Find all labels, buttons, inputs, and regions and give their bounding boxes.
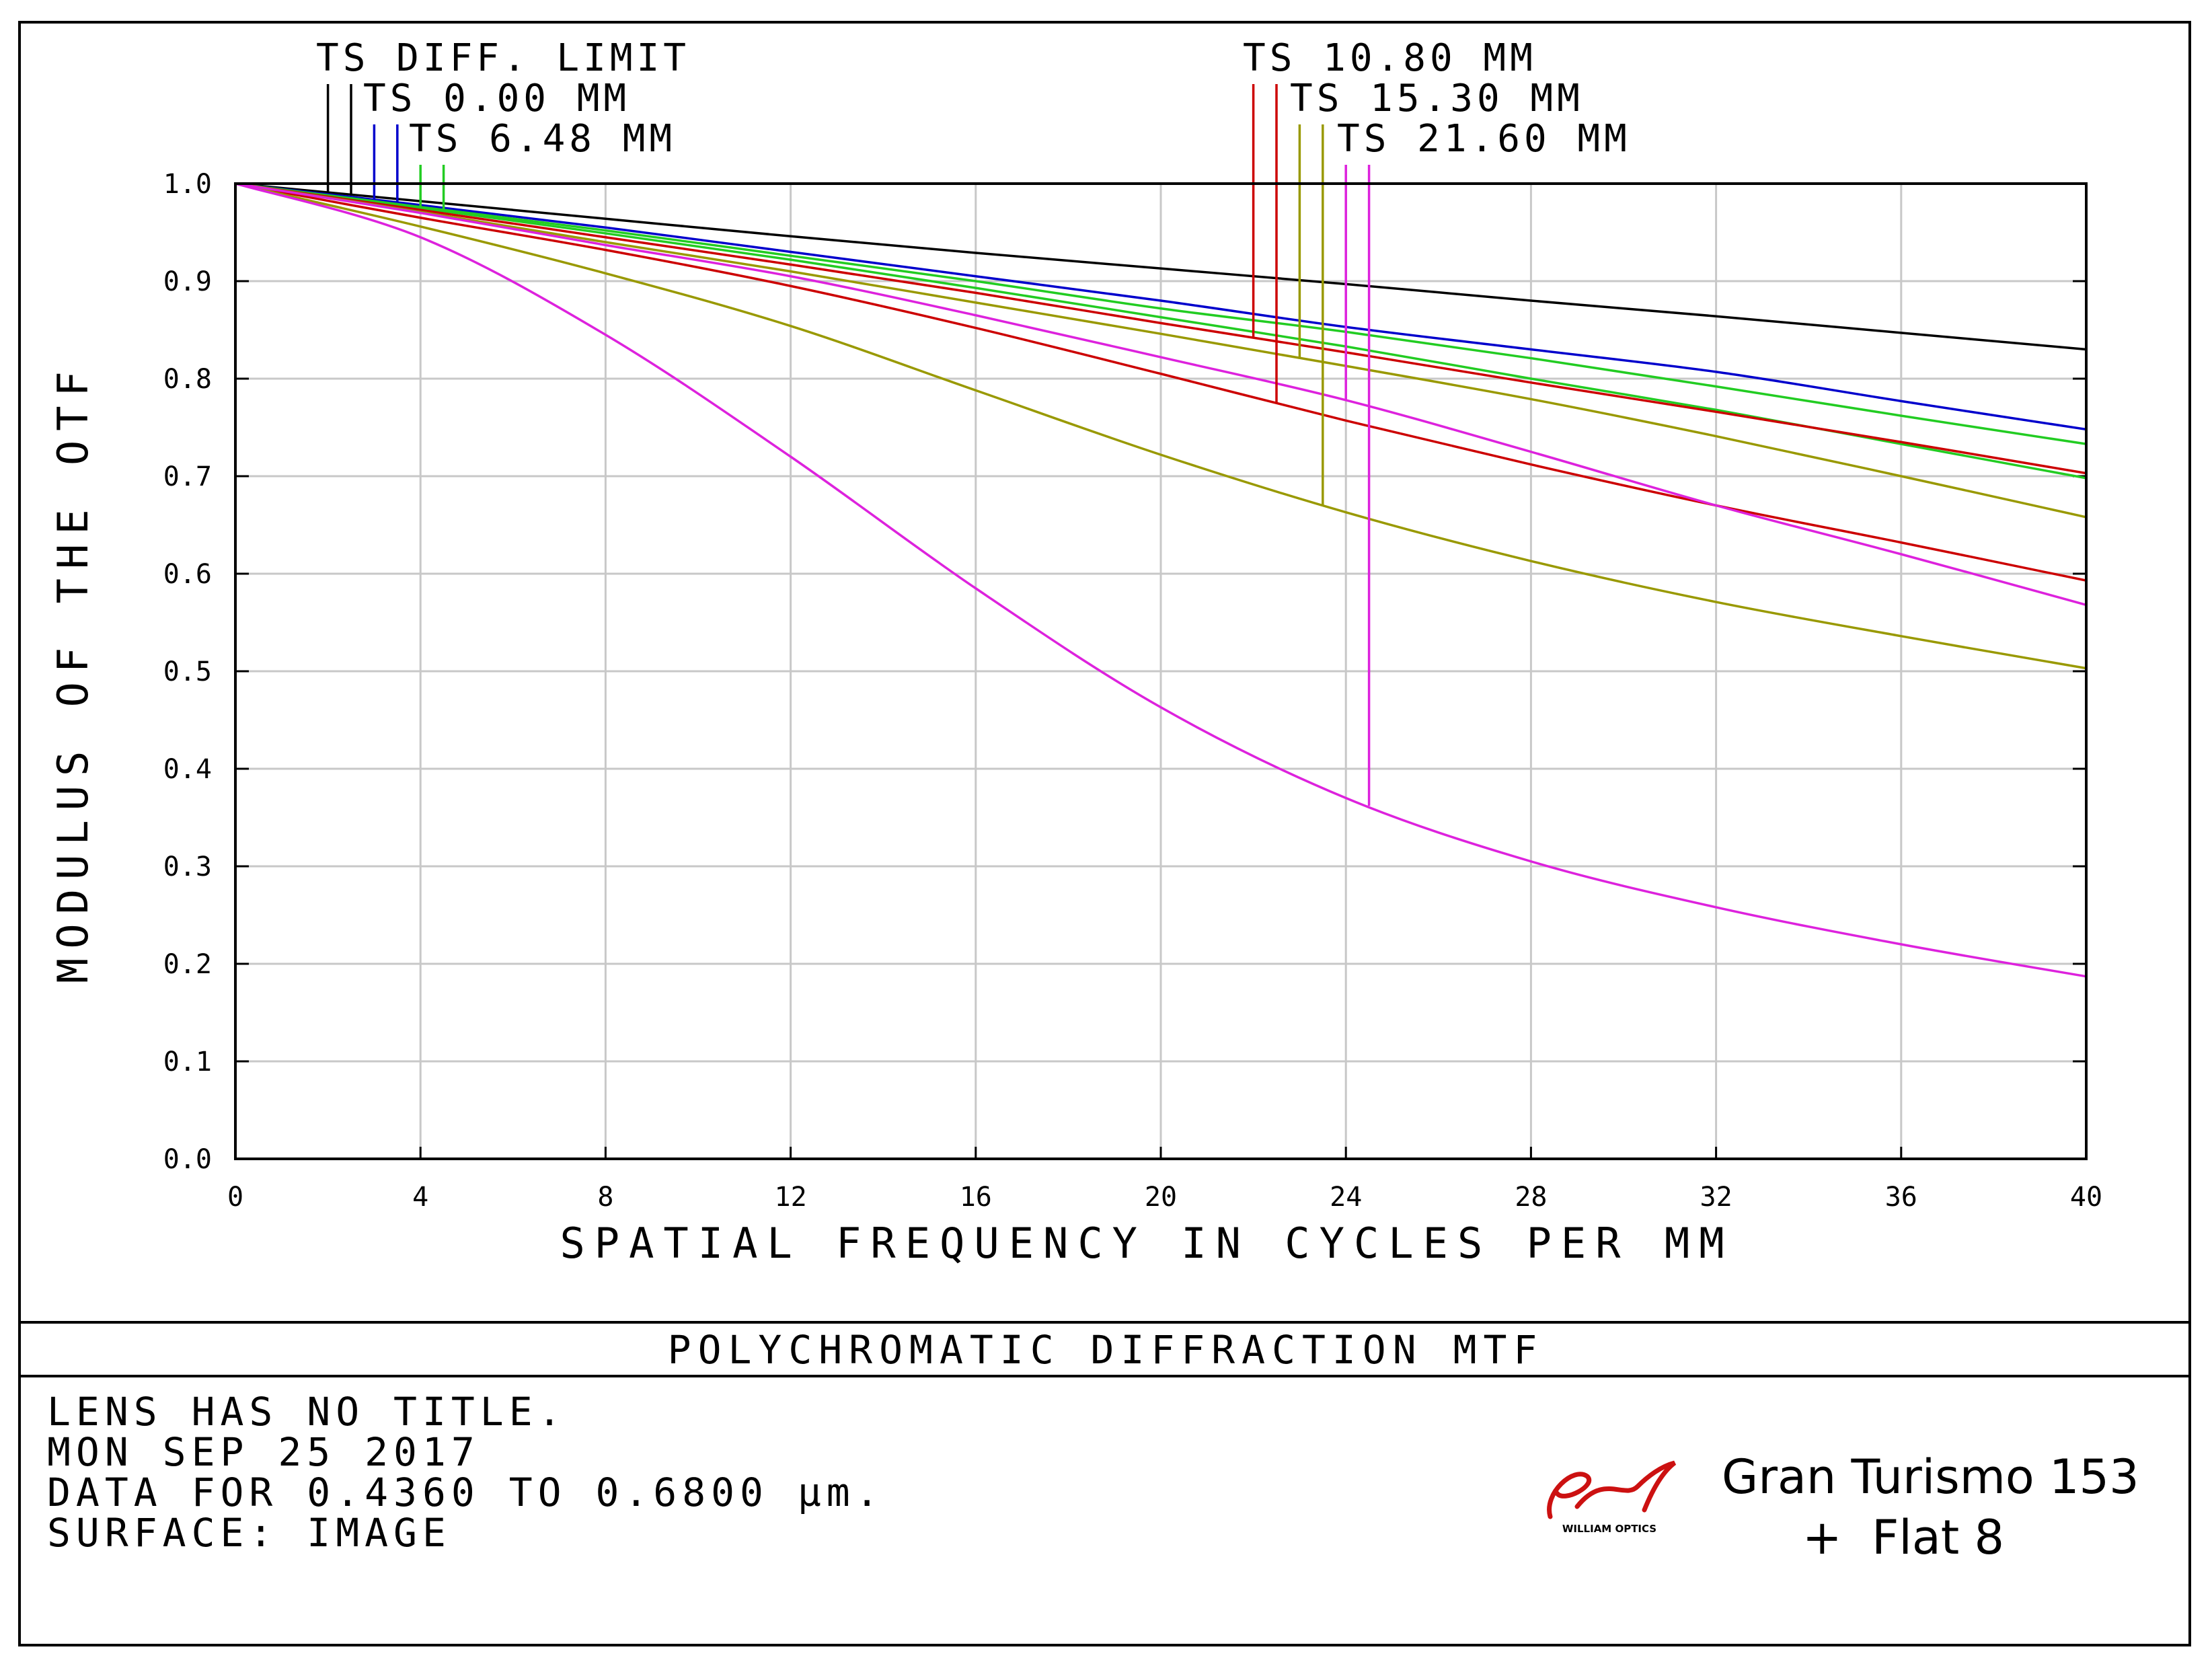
mtf-curve-series-1-0 [235, 182, 2087, 431]
y-tick-label: 0.9 [163, 266, 212, 297]
y-tick-label: 0.2 [163, 949, 212, 980]
mtf-curve-series-3-1 [235, 182, 2087, 582]
william-optics-logo: WILLIAM OPTICS [1547, 1460, 1677, 1535]
x-tick-label: 4 [412, 1182, 428, 1213]
mtf-curve-series-3-0 [235, 182, 2087, 475]
y-tick-label: 0.3 [163, 851, 212, 882]
mtf-curve-series-5-1 [235, 182, 2087, 978]
lens-name-line2: + Flat 8 [1802, 1510, 2004, 1565]
legend-label: TS 6.48 MM [409, 117, 676, 161]
x-tick-label: 36 [1885, 1182, 1917, 1213]
y-tick-label: 0.0 [163, 1144, 212, 1175]
logo-swoosh [1547, 1460, 1677, 1519]
legend-label: TS 0.00 MM [363, 77, 630, 120]
legend-label: TS DIFF. LIMIT [316, 36, 690, 80]
x-tick-label: 16 [960, 1182, 992, 1213]
x-tick-label: 24 [1330, 1182, 1362, 1213]
y-tick-label: 0.6 [163, 559, 212, 590]
legend-label: TS 15.30 MM [1290, 77, 1584, 120]
legend-label: TS 21.60 MM [1337, 117, 1631, 161]
y-tick-label: 0.8 [163, 364, 212, 395]
info-surface: SURFACE: IMAGE [47, 1510, 451, 1556]
x-axis-label: SPATIAL FREQUENCY IN CYCLES PER MM [560, 1219, 1733, 1268]
mtf-curve-series-5-0 [235, 182, 2087, 607]
mtf-curve-series-0-0 [235, 182, 2087, 351]
x-tick-label: 28 [1515, 1182, 1547, 1213]
y-tick-label: 0.5 [163, 656, 212, 687]
x-tick-label: 8 [597, 1182, 613, 1213]
mtf-curves [235, 182, 2087, 978]
x-tick-label: 32 [1700, 1182, 1732, 1213]
x-tick-label: 12 [775, 1182, 807, 1213]
info-wavelength: DATA FOR 0.4360 TO 0.6800 µm. [47, 1470, 884, 1515]
x-tick-label: 20 [1145, 1182, 1177, 1213]
info-date: MON SEP 25 2017 [47, 1429, 480, 1475]
legend-label: TS 10.80 MM [1243, 36, 1537, 80]
plot-frame [18, 21, 2191, 1646]
plot-area-border [234, 182, 2088, 1160]
y-tick-label: 0.4 [163, 754, 212, 785]
lens-name-line1: Gran Turismo 153 [1722, 1449, 2139, 1505]
tick-labels: 0 4 8 12 16 20 24 28 32 36 40 0.0 0.1 0.2 0.3 0.4 0.5 0.6… [163, 169, 2102, 1213]
grid-lines [234, 182, 2088, 1160]
x-tick-label: 0 [227, 1182, 243, 1213]
y-tick-label: 0.1 [163, 1047, 212, 1077]
chart-title: POLYCHROMATIC DIFFRACTION MTF [668, 1327, 1544, 1373]
x-tick-label: 40 [2070, 1182, 2102, 1213]
legend-markers [326, 84, 1371, 806]
info-lens-title: LENS HAS NO TITLE. [47, 1389, 567, 1435]
logo-text: WILLIAM OPTICS [1562, 1523, 1656, 1535]
y-tick-label: 0.7 [163, 461, 212, 492]
mtf-curve-series-4-1 [235, 182, 2087, 670]
axes [234, 182, 2088, 1160]
mtf-curve-series-2-0 [235, 182, 2087, 445]
y-axis-label: MODULUS OF THE OTF [48, 362, 98, 983]
mtf-curve-series-4-0 [235, 182, 2087, 519]
y-tick-label: 1.0 [163, 169, 212, 200]
